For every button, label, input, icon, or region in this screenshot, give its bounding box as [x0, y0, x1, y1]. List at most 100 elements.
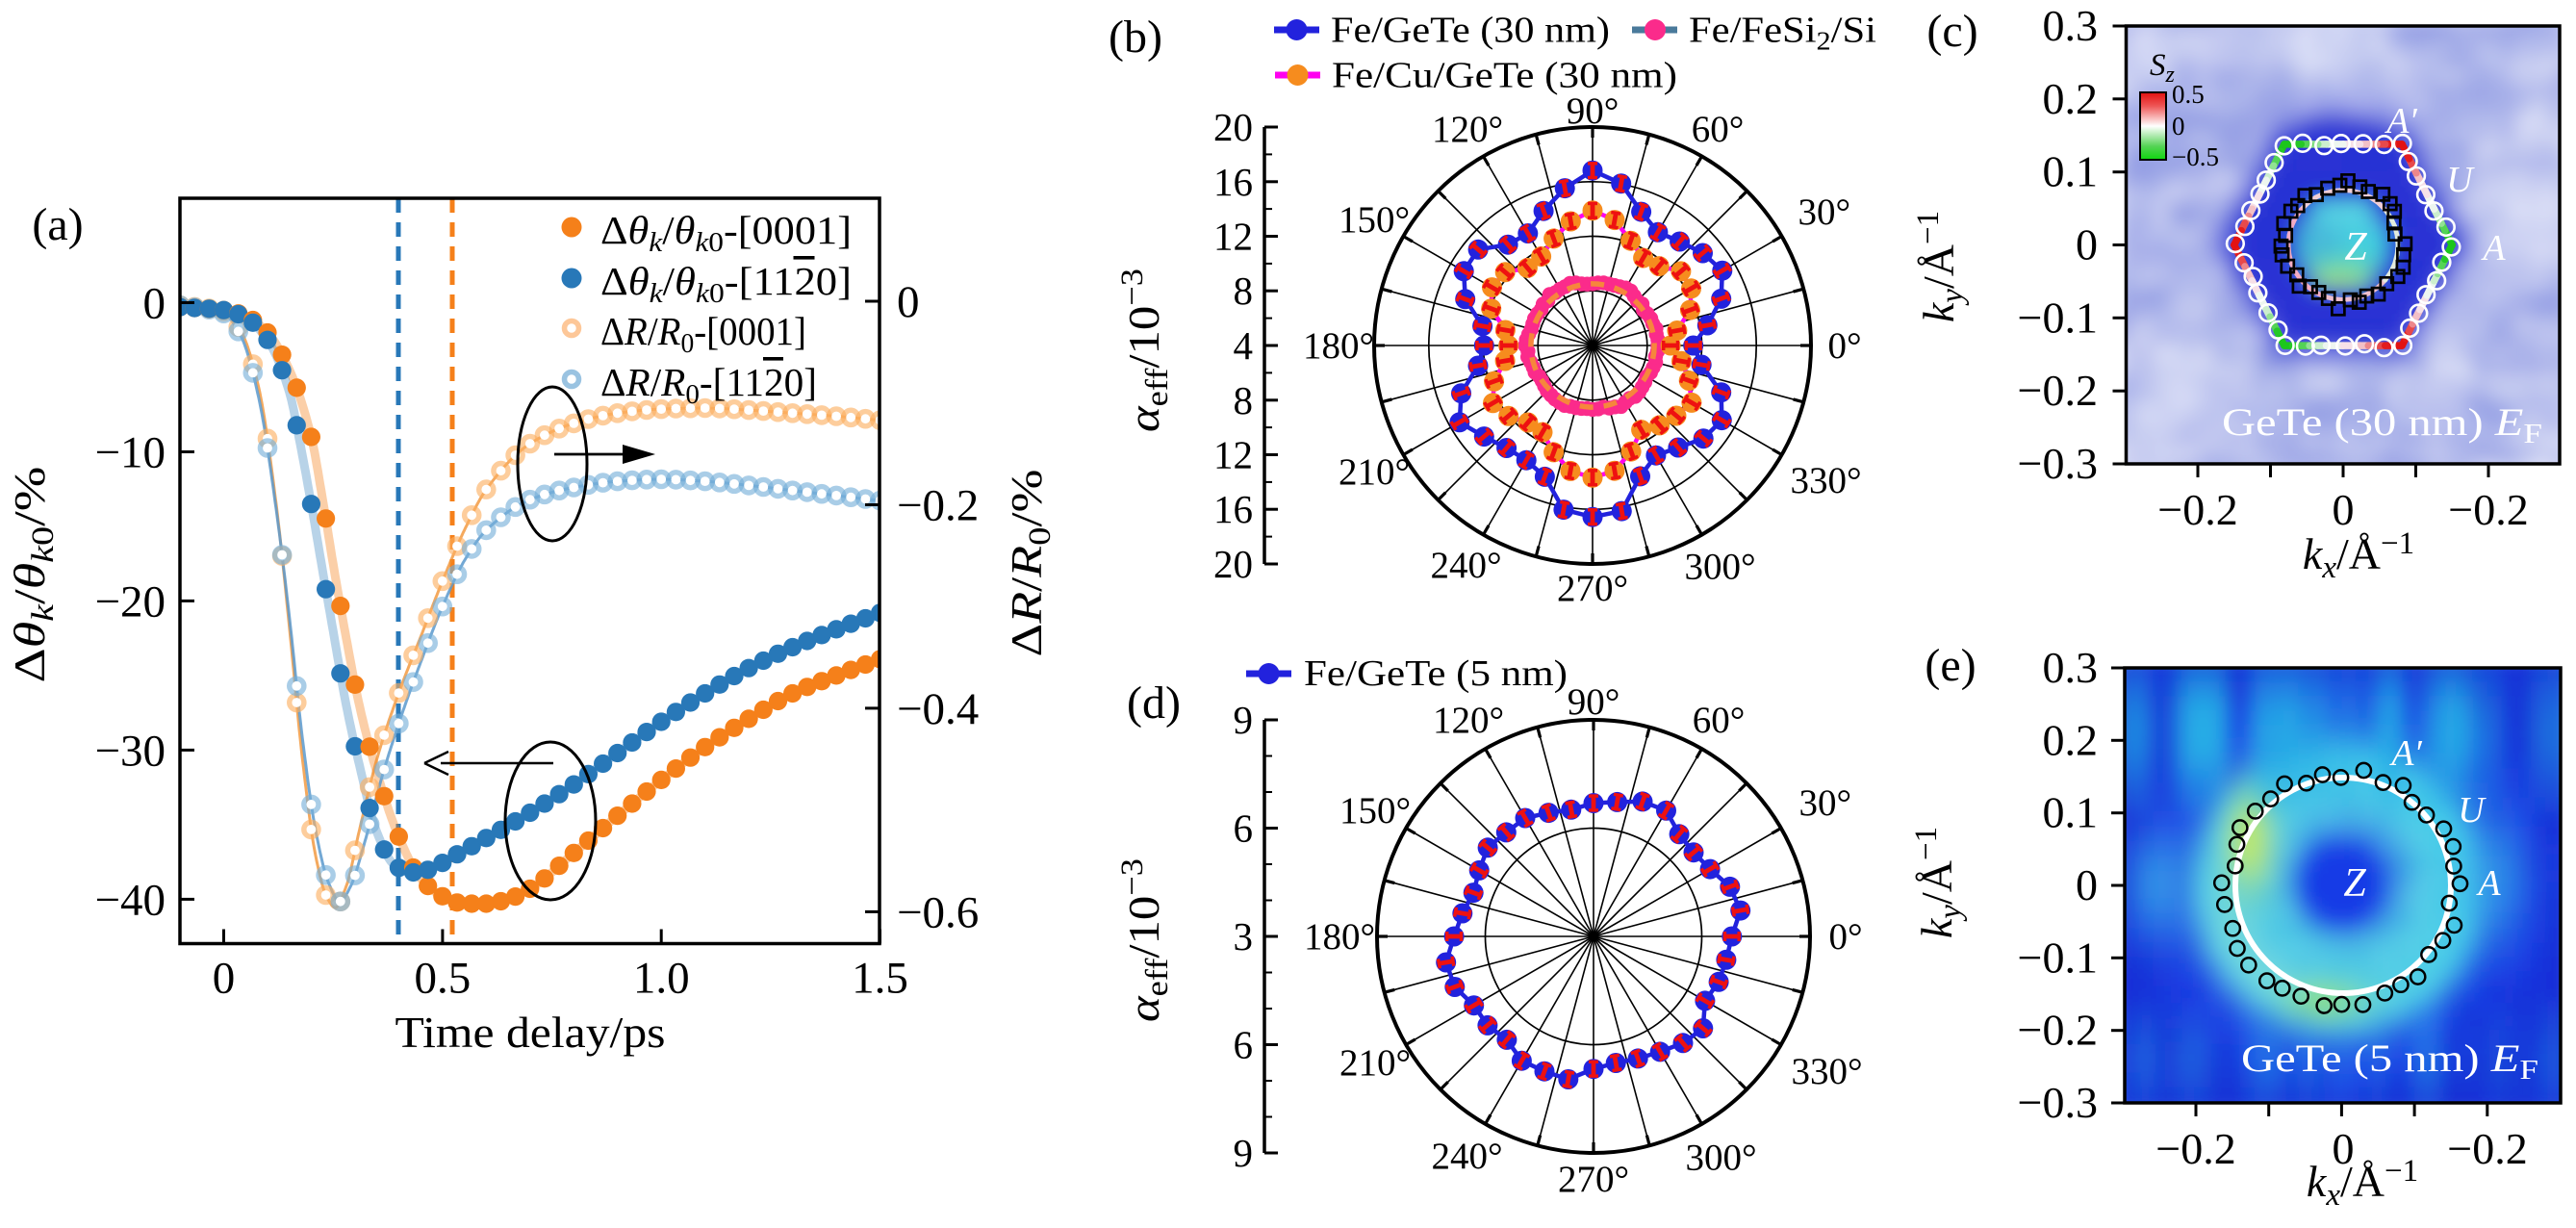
svg-text:0.3: 0.3	[2043, 1, 2099, 50]
svg-text:16: 16	[1213, 487, 1253, 531]
svg-text:ky/Å−1: ky/Å−1	[1911, 211, 1970, 322]
svg-text:GeTe (30 nm) EF: GeTe (30 nm) EF	[2222, 400, 2542, 449]
svg-text:300°: 300°	[1685, 1138, 1756, 1179]
svg-text:60°: 60°	[1693, 700, 1746, 741]
svg-text:330°: 330°	[1791, 1051, 1862, 1092]
svg-text:A: A	[2475, 863, 2501, 904]
svg-text:(b): (b)	[1109, 12, 1162, 63]
svg-text:180°: 180°	[1303, 325, 1374, 367]
svg-text:120°: 120°	[1432, 109, 1503, 150]
svg-text:−0.6: −0.6	[897, 887, 979, 937]
svg-text:0.5: 0.5	[2172, 80, 2205, 109]
svg-text:(d): (d)	[1127, 678, 1181, 729]
svg-text:150°: 150°	[1339, 790, 1411, 831]
svg-text:kx/Å−1: kx/Å−1	[2303, 526, 2414, 585]
svg-text:ΔR/R0-[1120]: ΔR/R0-[1120]	[600, 360, 817, 410]
svg-text:4: 4	[1234, 323, 1254, 368]
svg-text:−0.2: −0.2	[2157, 485, 2237, 534]
svg-text:20: 20	[1213, 542, 1253, 586]
svg-text:9: 9	[1234, 698, 1254, 742]
svg-text:−0.1: −0.1	[2018, 933, 2098, 982]
svg-text:0.1: 0.1	[2043, 147, 2099, 196]
svg-text:(e): (e)	[1925, 640, 1976, 691]
svg-text:Time delay/ps: Time delay/ps	[395, 1008, 666, 1057]
svg-text:−0.2: −0.2	[2448, 485, 2528, 534]
svg-text:Fe/Cu/GeTe (30 nm): Fe/Cu/GeTe (30 nm)	[1332, 56, 1677, 96]
svg-text:−20: −20	[94, 576, 166, 627]
svg-text:8: 8	[1234, 378, 1254, 422]
svg-text:6: 6	[1234, 806, 1254, 851]
svg-text:A: A	[2480, 228, 2506, 269]
svg-text:−0.1: −0.1	[2018, 293, 2098, 342]
svg-text:12: 12	[1213, 433, 1253, 477]
svg-text:0°: 0°	[1828, 916, 1862, 958]
svg-text:60°: 60°	[1692, 109, 1745, 150]
svg-text:9: 9	[1234, 1131, 1254, 1175]
svg-text:240°: 240°	[1430, 545, 1501, 586]
svg-text:Fe/GeTe (30 nm): Fe/GeTe (30 nm)	[1331, 11, 1610, 51]
svg-text:1.5: 1.5	[852, 954, 908, 1004]
svg-text:ky/Å−1: ky/Å−1	[1909, 827, 1968, 938]
svg-text:−40: −40	[94, 875, 166, 925]
svg-text:16: 16	[1213, 160, 1253, 204]
svg-text:0°: 0°	[1827, 325, 1861, 367]
svg-text:270°: 270°	[1557, 568, 1628, 609]
svg-text:0: 0	[143, 279, 166, 329]
svg-text:−0.4: −0.4	[897, 684, 979, 734]
svg-text:Z: Z	[2343, 861, 2366, 906]
svg-text:0: 0	[2333, 1124, 2355, 1173]
svg-text:U: U	[2458, 790, 2487, 831]
svg-text:−0.2: −0.2	[2155, 1124, 2235, 1173]
svg-text:8: 8	[1234, 269, 1254, 313]
svg-text:−0.5: −0.5	[2172, 142, 2219, 171]
svg-text:Δθk/θk0-[0001]: Δθk/θk0-[0001]	[600, 208, 852, 258]
svg-text:0.2: 0.2	[2043, 715, 2099, 764]
svg-text:300°: 300°	[1684, 547, 1755, 588]
svg-text:3: 3	[1234, 914, 1254, 959]
svg-text:GeTe (5 nm) EF: GeTe (5 nm) EF	[2241, 1036, 2538, 1086]
svg-text:90°: 90°	[1568, 681, 1620, 723]
svg-text:−30: −30	[94, 726, 166, 776]
svg-text:6: 6	[1234, 1023, 1254, 1067]
svg-text:(c): (c)	[1926, 6, 1977, 57]
svg-text:0.2: 0.2	[2043, 74, 2099, 123]
svg-text:120°: 120°	[1433, 700, 1504, 741]
svg-text:−10: −10	[94, 428, 166, 478]
svg-text:0: 0	[2076, 220, 2098, 269]
svg-text:0: 0	[2333, 485, 2355, 534]
svg-text:210°: 210°	[1339, 1042, 1411, 1084]
svg-text:αeff/10−3: αeff/10−3	[1115, 858, 1175, 1022]
svg-text:αeff/10−3: αeff/10−3	[1115, 269, 1175, 432]
svg-text:150°: 150°	[1339, 199, 1410, 241]
svg-text:1.0: 1.0	[633, 954, 690, 1004]
svg-text:−0.2: −0.2	[2447, 1124, 2527, 1173]
svg-text:0.5: 0.5	[415, 954, 472, 1004]
svg-text:270°: 270°	[1558, 1159, 1629, 1200]
svg-text:0.1: 0.1	[2043, 788, 2099, 837]
svg-text:20: 20	[1213, 105, 1253, 149]
svg-text:U: U	[2446, 160, 2475, 200]
svg-text:−0.2: −0.2	[2018, 366, 2098, 415]
svg-text:kx/Å−1: kx/Å−1	[2307, 1154, 2418, 1213]
svg-text:Sz: Sz	[2150, 48, 2176, 88]
svg-text:−0.2: −0.2	[897, 481, 979, 531]
svg-text:0: 0	[2172, 112, 2185, 141]
svg-text:(a): (a)	[32, 199, 83, 250]
svg-text:180°: 180°	[1304, 916, 1375, 958]
svg-text:12: 12	[1213, 215, 1253, 259]
svg-text:90°: 90°	[1567, 90, 1620, 132]
svg-text:0: 0	[897, 277, 920, 327]
svg-text:A′: A′	[2384, 101, 2417, 141]
svg-text:0: 0	[213, 954, 236, 1004]
svg-text:−0.3: −0.3	[2018, 439, 2098, 488]
svg-text:ΔR/R0/%: ΔR/R0/%	[1002, 470, 1058, 657]
svg-text:0: 0	[2076, 860, 2098, 909]
svg-text:−0.2: −0.2	[2018, 1006, 2098, 1055]
svg-text:210°: 210°	[1339, 451, 1410, 493]
svg-text:Δθk/θk0/%: Δθk/θk0/%	[5, 467, 61, 683]
svg-text:330°: 330°	[1790, 460, 1861, 501]
svg-text:240°: 240°	[1431, 1136, 1502, 1177]
svg-text:ΔR/R0-[0001]: ΔR/R0-[0001]	[600, 309, 806, 359]
svg-text:Δθk/θk0-[1120]: Δθk/θk0-[1120]	[600, 259, 852, 309]
